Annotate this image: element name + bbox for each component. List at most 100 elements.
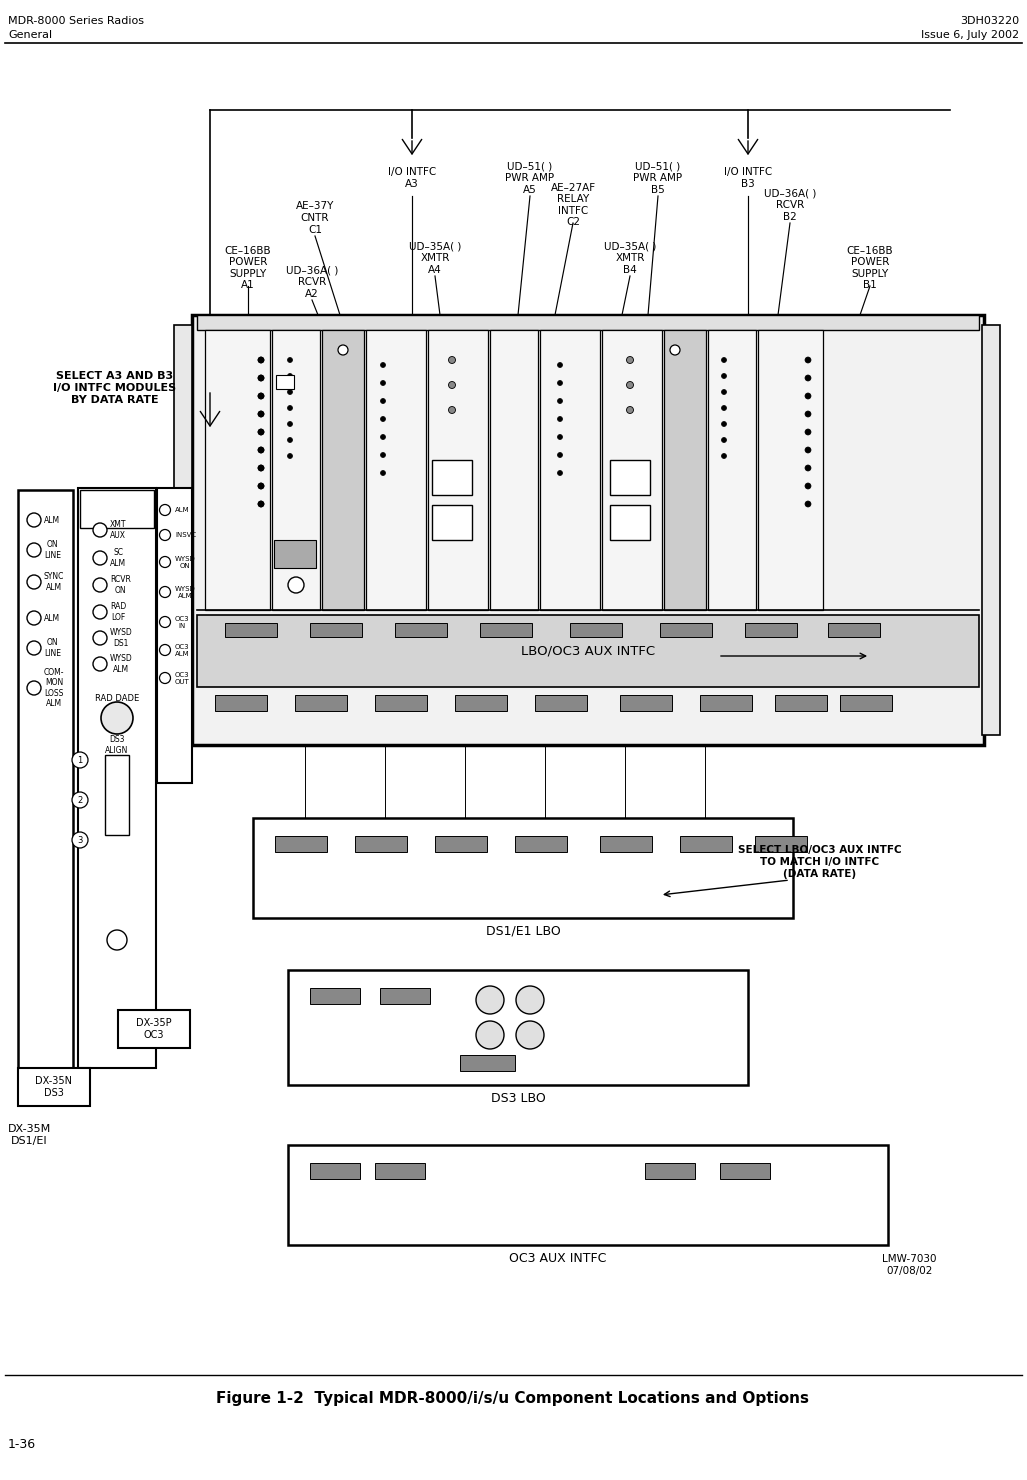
Circle shape	[288, 389, 293, 395]
Circle shape	[72, 752, 88, 768]
Circle shape	[449, 382, 456, 389]
Text: SELECT A3 AND B3
I/O INTFC MODULES
BY DATA RATE: SELECT A3 AND B3 I/O INTFC MODULES BY DA…	[53, 371, 177, 404]
Circle shape	[626, 407, 634, 413]
Bar	[602, 330, 662, 610]
Text: ON
LINE: ON LINE	[44, 638, 61, 657]
Circle shape	[380, 363, 385, 367]
Circle shape	[805, 394, 811, 400]
Circle shape	[722, 373, 726, 379]
Circle shape	[722, 358, 726, 363]
Circle shape	[288, 577, 304, 593]
Circle shape	[722, 406, 726, 410]
Bar	[490, 330, 538, 610]
Circle shape	[258, 429, 264, 435]
Text: OC3 AUX INTFC: OC3 AUX INTFC	[509, 1252, 607, 1264]
Bar	[105, 755, 129, 835]
Text: UD–36A( )
RCVR
A2: UD–36A( ) RCVR A2	[286, 265, 338, 299]
Text: 1: 1	[77, 755, 82, 765]
Text: 1-36: 1-36	[8, 1439, 36, 1452]
Circle shape	[476, 1021, 504, 1049]
Text: 2: 2	[77, 796, 82, 805]
Bar	[535, 696, 587, 710]
Circle shape	[258, 429, 264, 435]
Text: 3: 3	[77, 836, 83, 845]
Bar	[432, 460, 472, 494]
Circle shape	[258, 394, 264, 400]
Circle shape	[288, 422, 293, 426]
Circle shape	[288, 438, 293, 443]
Circle shape	[72, 832, 88, 848]
Bar	[600, 836, 652, 852]
Bar	[828, 623, 880, 636]
Text: WYSD
ALM: WYSD ALM	[110, 654, 132, 673]
Circle shape	[72, 792, 88, 808]
Text: SYNC
ALM: SYNC ALM	[44, 573, 65, 592]
Circle shape	[27, 641, 41, 656]
Text: UD–51( )
PWR AMP
B5: UD–51( ) PWR AMP B5	[634, 161, 683, 194]
Bar	[355, 836, 407, 852]
Bar	[322, 330, 364, 610]
Circle shape	[380, 471, 385, 475]
Bar	[118, 1009, 190, 1048]
Text: I/O INTFC
B3: I/O INTFC B3	[724, 167, 772, 189]
Bar	[720, 1163, 770, 1180]
Text: WYSD
ALM: WYSD ALM	[175, 586, 196, 598]
Bar	[708, 330, 756, 610]
Circle shape	[27, 543, 41, 556]
Bar	[192, 315, 984, 744]
Text: DX-35N
DS3: DX-35N DS3	[36, 1076, 73, 1098]
Circle shape	[805, 411, 811, 417]
Circle shape	[558, 416, 563, 422]
Circle shape	[670, 345, 680, 355]
Circle shape	[27, 681, 41, 696]
Circle shape	[476, 986, 504, 1014]
Bar	[295, 696, 347, 710]
Text: RAD DADE: RAD DADE	[94, 694, 139, 703]
Bar	[755, 836, 807, 852]
Bar	[225, 623, 277, 636]
Text: WYSD
ON: WYSD ON	[175, 555, 196, 568]
Circle shape	[449, 407, 456, 413]
Circle shape	[722, 438, 726, 443]
Circle shape	[93, 630, 107, 645]
Bar	[253, 818, 793, 918]
Text: AE–37Y
CNTR
C1: AE–37Y CNTR C1	[296, 201, 334, 235]
Text: XMT
AUX: XMT AUX	[110, 521, 126, 540]
Bar	[758, 330, 823, 610]
Circle shape	[258, 482, 264, 488]
Text: LMW-7030
07/08/02: LMW-7030 07/08/02	[882, 1254, 937, 1276]
Bar	[215, 696, 267, 710]
Bar	[310, 1163, 360, 1180]
Circle shape	[258, 374, 264, 380]
Circle shape	[805, 482, 811, 488]
Bar	[570, 623, 622, 636]
Bar	[80, 490, 154, 528]
Bar	[275, 836, 327, 852]
Text: MDR-8000 Series Radios: MDR-8000 Series Radios	[8, 16, 144, 27]
Bar	[310, 623, 362, 636]
Bar	[620, 696, 672, 710]
Bar	[157, 488, 192, 783]
Text: RAD
LOF: RAD LOF	[110, 602, 126, 622]
Circle shape	[258, 374, 264, 380]
Circle shape	[288, 358, 293, 363]
Circle shape	[101, 702, 134, 734]
Circle shape	[27, 611, 41, 625]
Circle shape	[805, 357, 811, 363]
Circle shape	[107, 929, 127, 950]
Circle shape	[722, 422, 726, 426]
Circle shape	[258, 357, 264, 363]
Text: Issue 6, July 2002: Issue 6, July 2002	[921, 30, 1019, 40]
Text: INSVC: INSVC	[175, 531, 196, 539]
Bar	[78, 488, 156, 1069]
Circle shape	[159, 505, 170, 515]
Circle shape	[93, 605, 107, 619]
Circle shape	[380, 398, 385, 404]
Circle shape	[27, 514, 41, 527]
Text: UD–51( )
PWR AMP
A5: UD–51( ) PWR AMP A5	[505, 161, 555, 194]
Bar	[540, 330, 600, 610]
Text: I/O INTFC
A3: I/O INTFC A3	[388, 167, 436, 189]
Circle shape	[516, 986, 544, 1014]
Circle shape	[159, 586, 170, 598]
Circle shape	[258, 411, 264, 417]
